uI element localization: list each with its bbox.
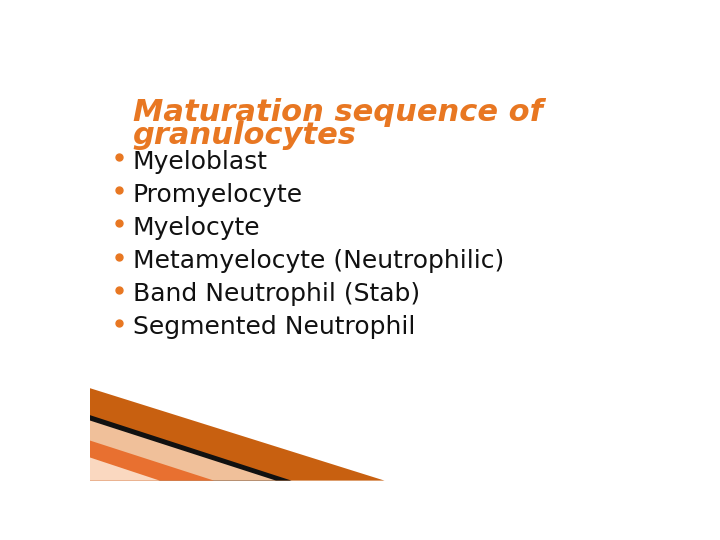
Text: Segmented Neutrophil: Segmented Neutrophil — [132, 315, 415, 339]
Polygon shape — [90, 415, 292, 481]
Text: granulocytes: granulocytes — [132, 121, 356, 150]
Text: Metamyelocyte (Neutrophilic): Metamyelocyte (Neutrophilic) — [132, 249, 504, 273]
Polygon shape — [90, 388, 384, 481]
Polygon shape — [90, 421, 276, 481]
Text: Promyelocyte: Promyelocyte — [132, 183, 302, 207]
Polygon shape — [90, 441, 214, 481]
Polygon shape — [90, 457, 160, 481]
Text: Maturation sequence of: Maturation sequence of — [132, 98, 542, 127]
Text: Myeloblast: Myeloblast — [132, 150, 268, 173]
Text: Band Neutrophil (Stab): Band Neutrophil (Stab) — [132, 282, 420, 306]
Text: Myelocyte: Myelocyte — [132, 215, 260, 240]
